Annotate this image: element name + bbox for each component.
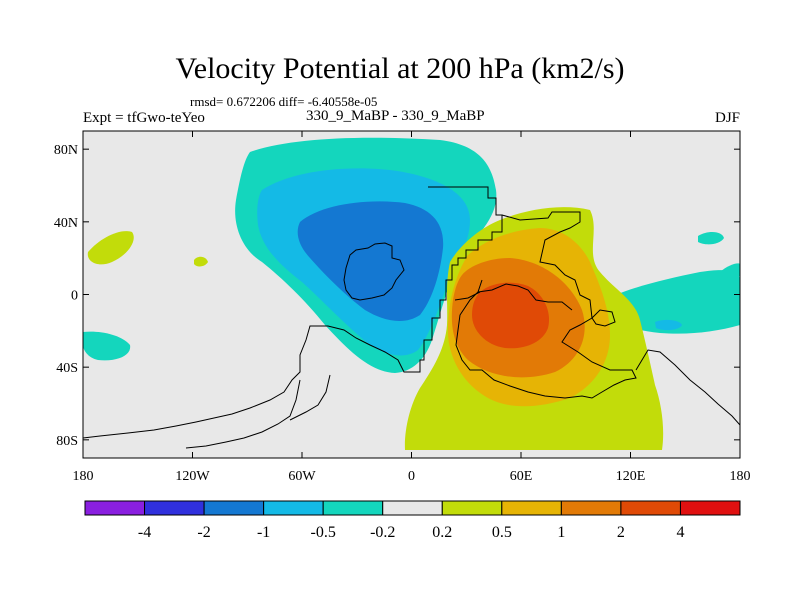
y-tick-label: 40N xyxy=(54,216,78,231)
colorbar: -4 -2 -1 -0.5 -0.2 0.2 0.5 1 2 4 xyxy=(84,500,741,541)
contour-neg-1 xyxy=(297,201,444,322)
x-axis: 180 120W 60W 0 60E 120E 180 xyxy=(73,131,751,484)
land-outlines xyxy=(83,186,740,449)
colorbar-swatch xyxy=(322,500,384,516)
contour-pos-patch-e xyxy=(720,263,740,278)
x-tick-label: 60E xyxy=(510,469,533,484)
stats-label: rmsd= 0.672206 diff= -6.40558e-05 xyxy=(190,94,378,109)
colorbar-swatch xyxy=(84,500,146,516)
colorbar-label: -0.5 xyxy=(311,524,336,541)
colorbar-swatch xyxy=(501,500,562,516)
case-label: 330_9_MaBP - 330_9_MaBP xyxy=(306,108,485,124)
x-tick-label: 0 xyxy=(408,469,415,484)
contour-neg-patch-e2 xyxy=(655,319,682,331)
colorbar-label: 0.2 xyxy=(432,524,452,541)
colorbar-label: -1 xyxy=(257,524,270,541)
colorbar-swatch xyxy=(203,500,265,516)
y-tick-label: 80N xyxy=(54,143,78,158)
x-tick-label: 180 xyxy=(73,469,94,484)
contour-pos-2 xyxy=(472,282,550,349)
contour-pos-patch-w2 xyxy=(194,256,208,267)
y-tick-label: 0 xyxy=(71,289,78,304)
chart-title: Velocity Potential at 200 hPa (km2/s) xyxy=(175,52,625,85)
season-label: DJF xyxy=(714,110,740,126)
colorbar-swatch xyxy=(679,500,741,516)
x-tick-label: 120W xyxy=(175,469,210,484)
contour-pos-patch-ne xyxy=(698,232,724,245)
colorbar-swatch xyxy=(560,500,622,516)
colorbar-label: -4 xyxy=(138,524,151,541)
contour-pos-patch-w xyxy=(87,231,134,265)
x-tick-label: 180 xyxy=(730,469,751,484)
y-tick-label: 80S xyxy=(56,434,78,449)
colorbar-label: -2 xyxy=(197,524,210,541)
contour-neg-patch-sw xyxy=(83,331,131,361)
colorbar-swatch xyxy=(144,500,205,516)
x-tick-label: 60W xyxy=(288,469,316,484)
colorbar-swatch xyxy=(441,500,503,516)
colorbar-swatch xyxy=(263,500,324,516)
experiment-label: Expt = tfGwo-teYeo xyxy=(83,110,205,126)
colorbar-label: 0.5 xyxy=(492,524,512,541)
colorbar-label: 4 xyxy=(676,524,684,541)
y-tick-label: 40S xyxy=(56,361,78,376)
colorbar-swatch xyxy=(620,500,681,516)
colorbar-label: 2 xyxy=(617,524,625,541)
y-axis: 80N 40N 0 40S 80S xyxy=(54,143,740,449)
colorbar-label: -0.2 xyxy=(370,524,395,541)
colorbar-label: 1 xyxy=(557,524,565,541)
colorbar-swatch xyxy=(382,500,443,516)
x-tick-label: 120E xyxy=(616,469,646,484)
